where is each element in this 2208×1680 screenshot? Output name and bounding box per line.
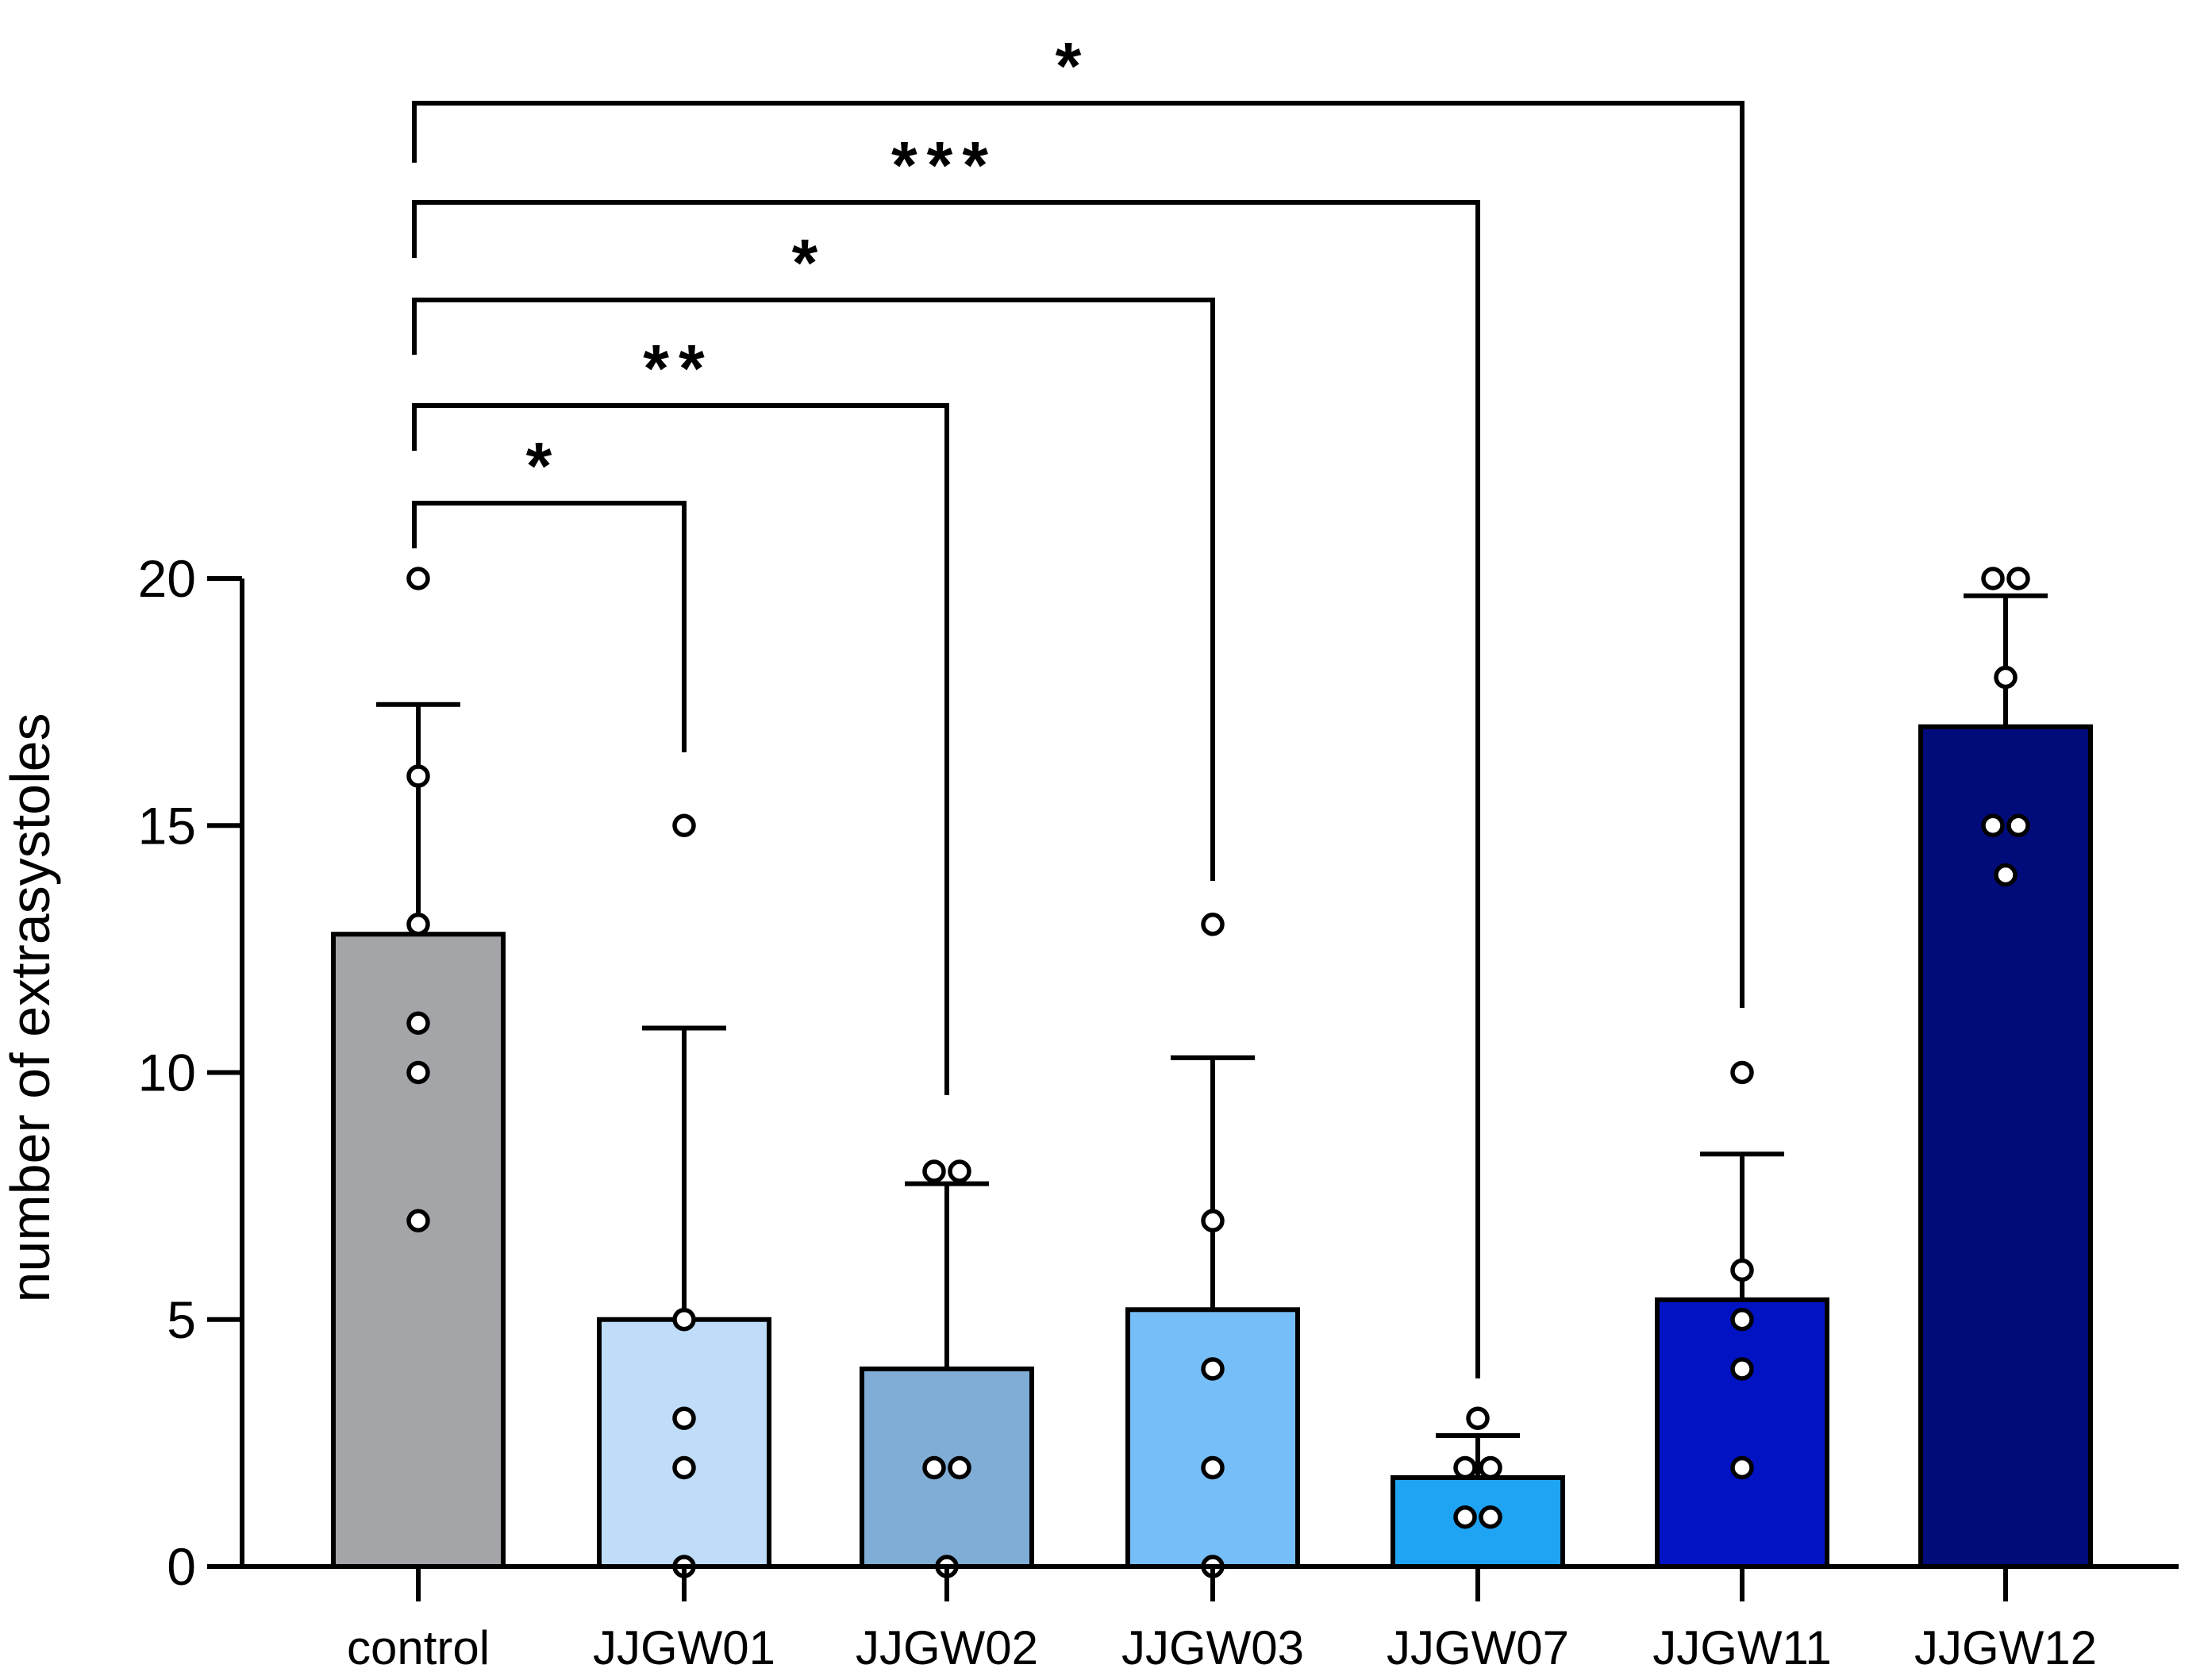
data-point-jjgw01 [672,1308,696,1332]
data-point-jjgw11 [1730,1308,1754,1332]
data-point-jjgw02 [948,1159,971,1183]
significance-bracket [412,200,1480,1378]
data-point-jjgw03 [1201,913,1225,936]
data-point-jjgw12 [1981,567,2005,590]
significance-bracket [412,298,1215,881]
bar-jjgw07 [1391,1474,1565,1569]
significance-bracket [412,403,949,1095]
axes: 0 5 10 15 20 control JJGW01 JJGW02 JJGW03 JJGW07 J… [138,549,2179,1674]
data-point-jjgw07 [1479,1505,1502,1529]
data-point-jjgw11 [1730,1060,1754,1085]
bar-jjgw03 [1125,1307,1300,1570]
x-tick-label: JJGW03 [1121,1621,1304,1674]
data-point-jjgw01 [672,813,696,837]
data-point-control [406,913,430,936]
x-tick-label: JJGW12 [1914,1621,2097,1674]
data-point-jjgw12 [1994,665,2018,690]
data-point-jjgw11 [1730,1357,1754,1381]
data-point-control [406,1060,430,1085]
data-point-jjgw11 [1730,1455,1754,1480]
data-point-jjgw03 [1201,1455,1225,1480]
x-tick-label: JJGW11 [1652,1621,1832,1674]
bar-control [331,932,506,1569]
significance-brackets: ******** [412,29,1744,1378]
y-tick-label: 15 [138,796,196,855]
data-point-jjgw02 [922,1455,946,1480]
data-point-jjgw01 [672,1455,696,1480]
data-point-jjgw07 [1479,1455,1502,1480]
y-tick-label: 5 [167,1290,196,1349]
x-tick-label: control [347,1621,490,1674]
bar-jjgw02 [860,1367,1034,1569]
data-point-jjgw02 [922,1159,946,1183]
bar-jjgw01 [597,1317,771,1569]
data-point-jjgw03 [1201,1209,1225,1232]
significance-label: * [1056,29,1091,103]
x-tick-label: JJGW01 [593,1621,775,1674]
y-tick-label: 20 [138,549,196,608]
data-point-jjgw07 [1453,1455,1477,1480]
data-point-jjgw12 [2006,813,2030,837]
significance-label: * [792,225,828,300]
data-point-jjgw02 [948,1455,971,1480]
data-point-jjgw11 [1730,1258,1754,1282]
y-tick-label: 10 [138,1044,196,1102]
data-point-control [406,764,430,788]
data-point-control [406,1209,430,1232]
data-point-jjgw01 [672,1406,696,1430]
x-tick-label: JJGW07 [1387,1621,1569,1674]
data-point-jjgw03 [1201,1357,1225,1381]
significance-bracket [412,101,1744,1008]
bar-jjgw11 [1655,1297,1829,1569]
data-point-control [406,567,430,590]
significance-label: ** [643,331,714,406]
significance-bracket [412,501,687,752]
x-tick-label: JJGW02 [856,1621,1038,1674]
data-point-control [406,1011,430,1035]
significance-label: * [526,429,562,503]
data-point-jjgw12 [2006,567,2030,590]
data-point-jjgw12 [1994,863,2018,887]
data-point-jjgw12 [1981,813,2005,837]
y-tick-label: 0 [167,1537,196,1596]
data-point-jjgw07 [1453,1505,1477,1529]
error-bars [376,593,2048,1478]
bar-jjgw12 [1918,724,2093,1569]
bars [331,724,2093,1570]
data-points [406,567,2030,1578]
data-point-jjgw07 [1466,1406,1490,1430]
y-axis-title: number of extrasystoles [0,713,61,1302]
significance-label: *** [891,128,998,202]
